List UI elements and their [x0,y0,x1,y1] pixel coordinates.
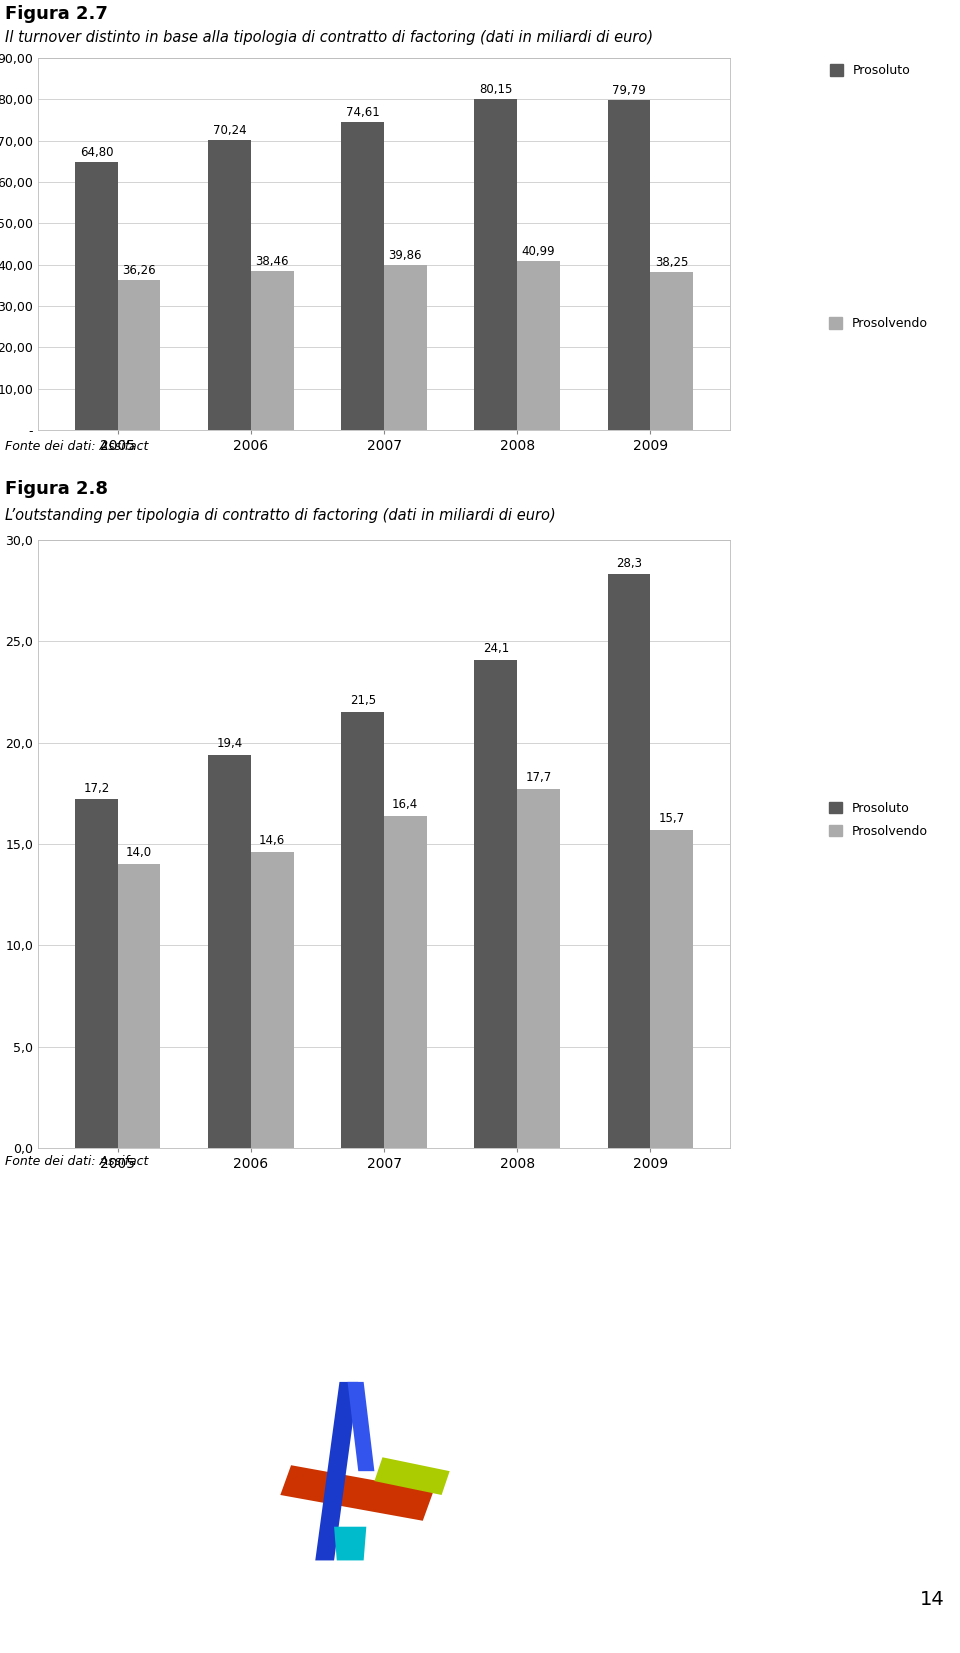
Polygon shape [280,1465,434,1521]
Text: 17,7: 17,7 [525,772,551,785]
Polygon shape [374,1458,449,1494]
Text: 38,25: 38,25 [655,256,688,269]
Bar [650,271,693,430]
Bar [517,788,560,1147]
Text: 79,79: 79,79 [612,84,646,98]
Legend: Prosolvendo: Prosolvendo [829,317,928,331]
Bar [384,264,426,430]
Bar [75,800,118,1147]
Text: 74,61: 74,61 [346,106,379,119]
Text: 80,15: 80,15 [479,83,513,96]
Text: Figura 2.7: Figura 2.7 [5,5,108,23]
Text: 19,4: 19,4 [217,737,243,750]
Text: Fonte dei dati: Assifact: Fonte dei dati: Assifact [5,440,149,453]
Text: 15,7: 15,7 [659,812,684,825]
Bar [474,99,517,430]
Text: 38,46: 38,46 [255,255,289,268]
Text: 70,24: 70,24 [213,124,247,137]
Text: Il turnover distinto in base alla tipologia di contratto di factoring (dati in m: Il turnover distinto in base alla tipolo… [5,30,653,45]
Text: 21,5: 21,5 [349,694,375,707]
Text: 24,1: 24,1 [483,641,509,655]
Bar [75,162,118,430]
Bar [118,865,160,1147]
Bar [251,851,294,1147]
Text: Fonte dei dati: Assifact: Fonte dei dati: Assifact [5,1155,149,1169]
Bar [251,271,294,430]
Text: 64,80: 64,80 [80,145,113,159]
Text: 14: 14 [920,1590,945,1608]
Text: 17,2: 17,2 [84,782,109,795]
Polygon shape [315,1382,358,1560]
Bar [208,755,251,1147]
Text: 28,3: 28,3 [616,557,642,570]
Text: 40,99: 40,99 [521,245,555,258]
Bar [474,660,517,1147]
Bar [608,575,650,1147]
Bar [342,122,384,430]
Bar [118,279,160,430]
Text: 39,86: 39,86 [389,250,422,263]
Bar [342,712,384,1147]
Bar [384,815,426,1147]
Bar [650,830,693,1147]
Bar [517,261,560,430]
Text: Figura 2.8: Figura 2.8 [5,479,108,498]
Bar [608,101,650,430]
Text: L’outstanding per tipologia di contratto di factoring (dati in miliardi di euro): L’outstanding per tipologia di contratto… [5,507,556,522]
Bar [208,139,251,430]
Text: 14,6: 14,6 [259,835,285,848]
Text: 16,4: 16,4 [393,798,419,810]
Polygon shape [348,1382,374,1471]
Polygon shape [334,1527,367,1560]
Text: 14,0: 14,0 [126,846,153,860]
Text: 36,26: 36,26 [122,264,156,278]
Legend: Prosoluto, Prosolvendo: Prosoluto, Prosolvendo [829,802,928,838]
